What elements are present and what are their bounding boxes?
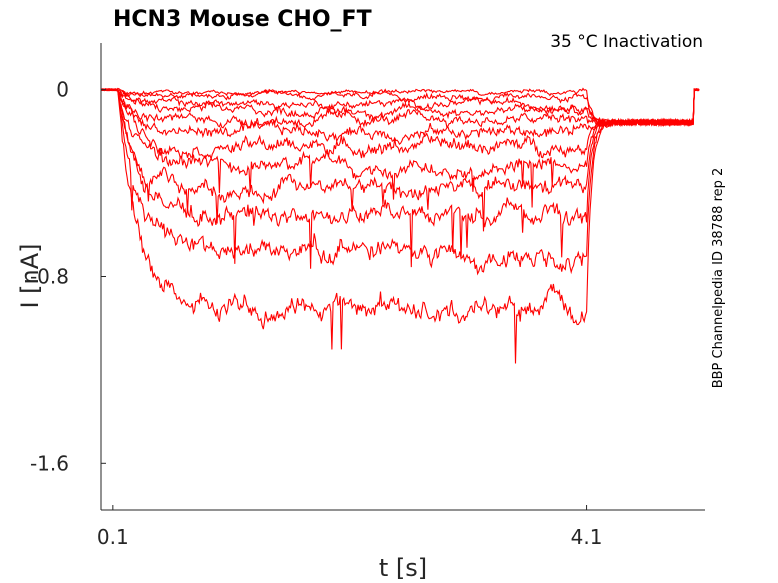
current-trace [100, 87, 700, 364]
current-trace [100, 88, 700, 146]
current-trace [100, 88, 700, 276]
chart-subtitle: 35 °C Inactivation [550, 32, 703, 52]
plot-area [100, 87, 700, 364]
y-tick-label: 0 [56, 78, 69, 102]
current-trace [100, 87, 700, 208]
chart-title: HCN3 Mouse CHO_FT [113, 7, 372, 32]
x-axis-label: t [s] [379, 554, 427, 582]
source-id-label: BBP Channelpedia ID 38788 rep 2 [711, 168, 726, 389]
x-axis-ticks: 0.1 4.1 [97, 505, 603, 549]
current-trace [100, 88, 700, 128]
current-trace [100, 87, 700, 269]
y-tick-label: -1.6 [30, 451, 69, 475]
y-axis-label: I [nA] [16, 243, 44, 308]
x-tick-label: 4.1 [571, 525, 603, 549]
y-tick-label: -0.8 [30, 265, 69, 289]
y-axis-ticks: 0 -0.8 -1.6 [30, 78, 106, 475]
x-tick-label: 0.1 [97, 525, 129, 549]
